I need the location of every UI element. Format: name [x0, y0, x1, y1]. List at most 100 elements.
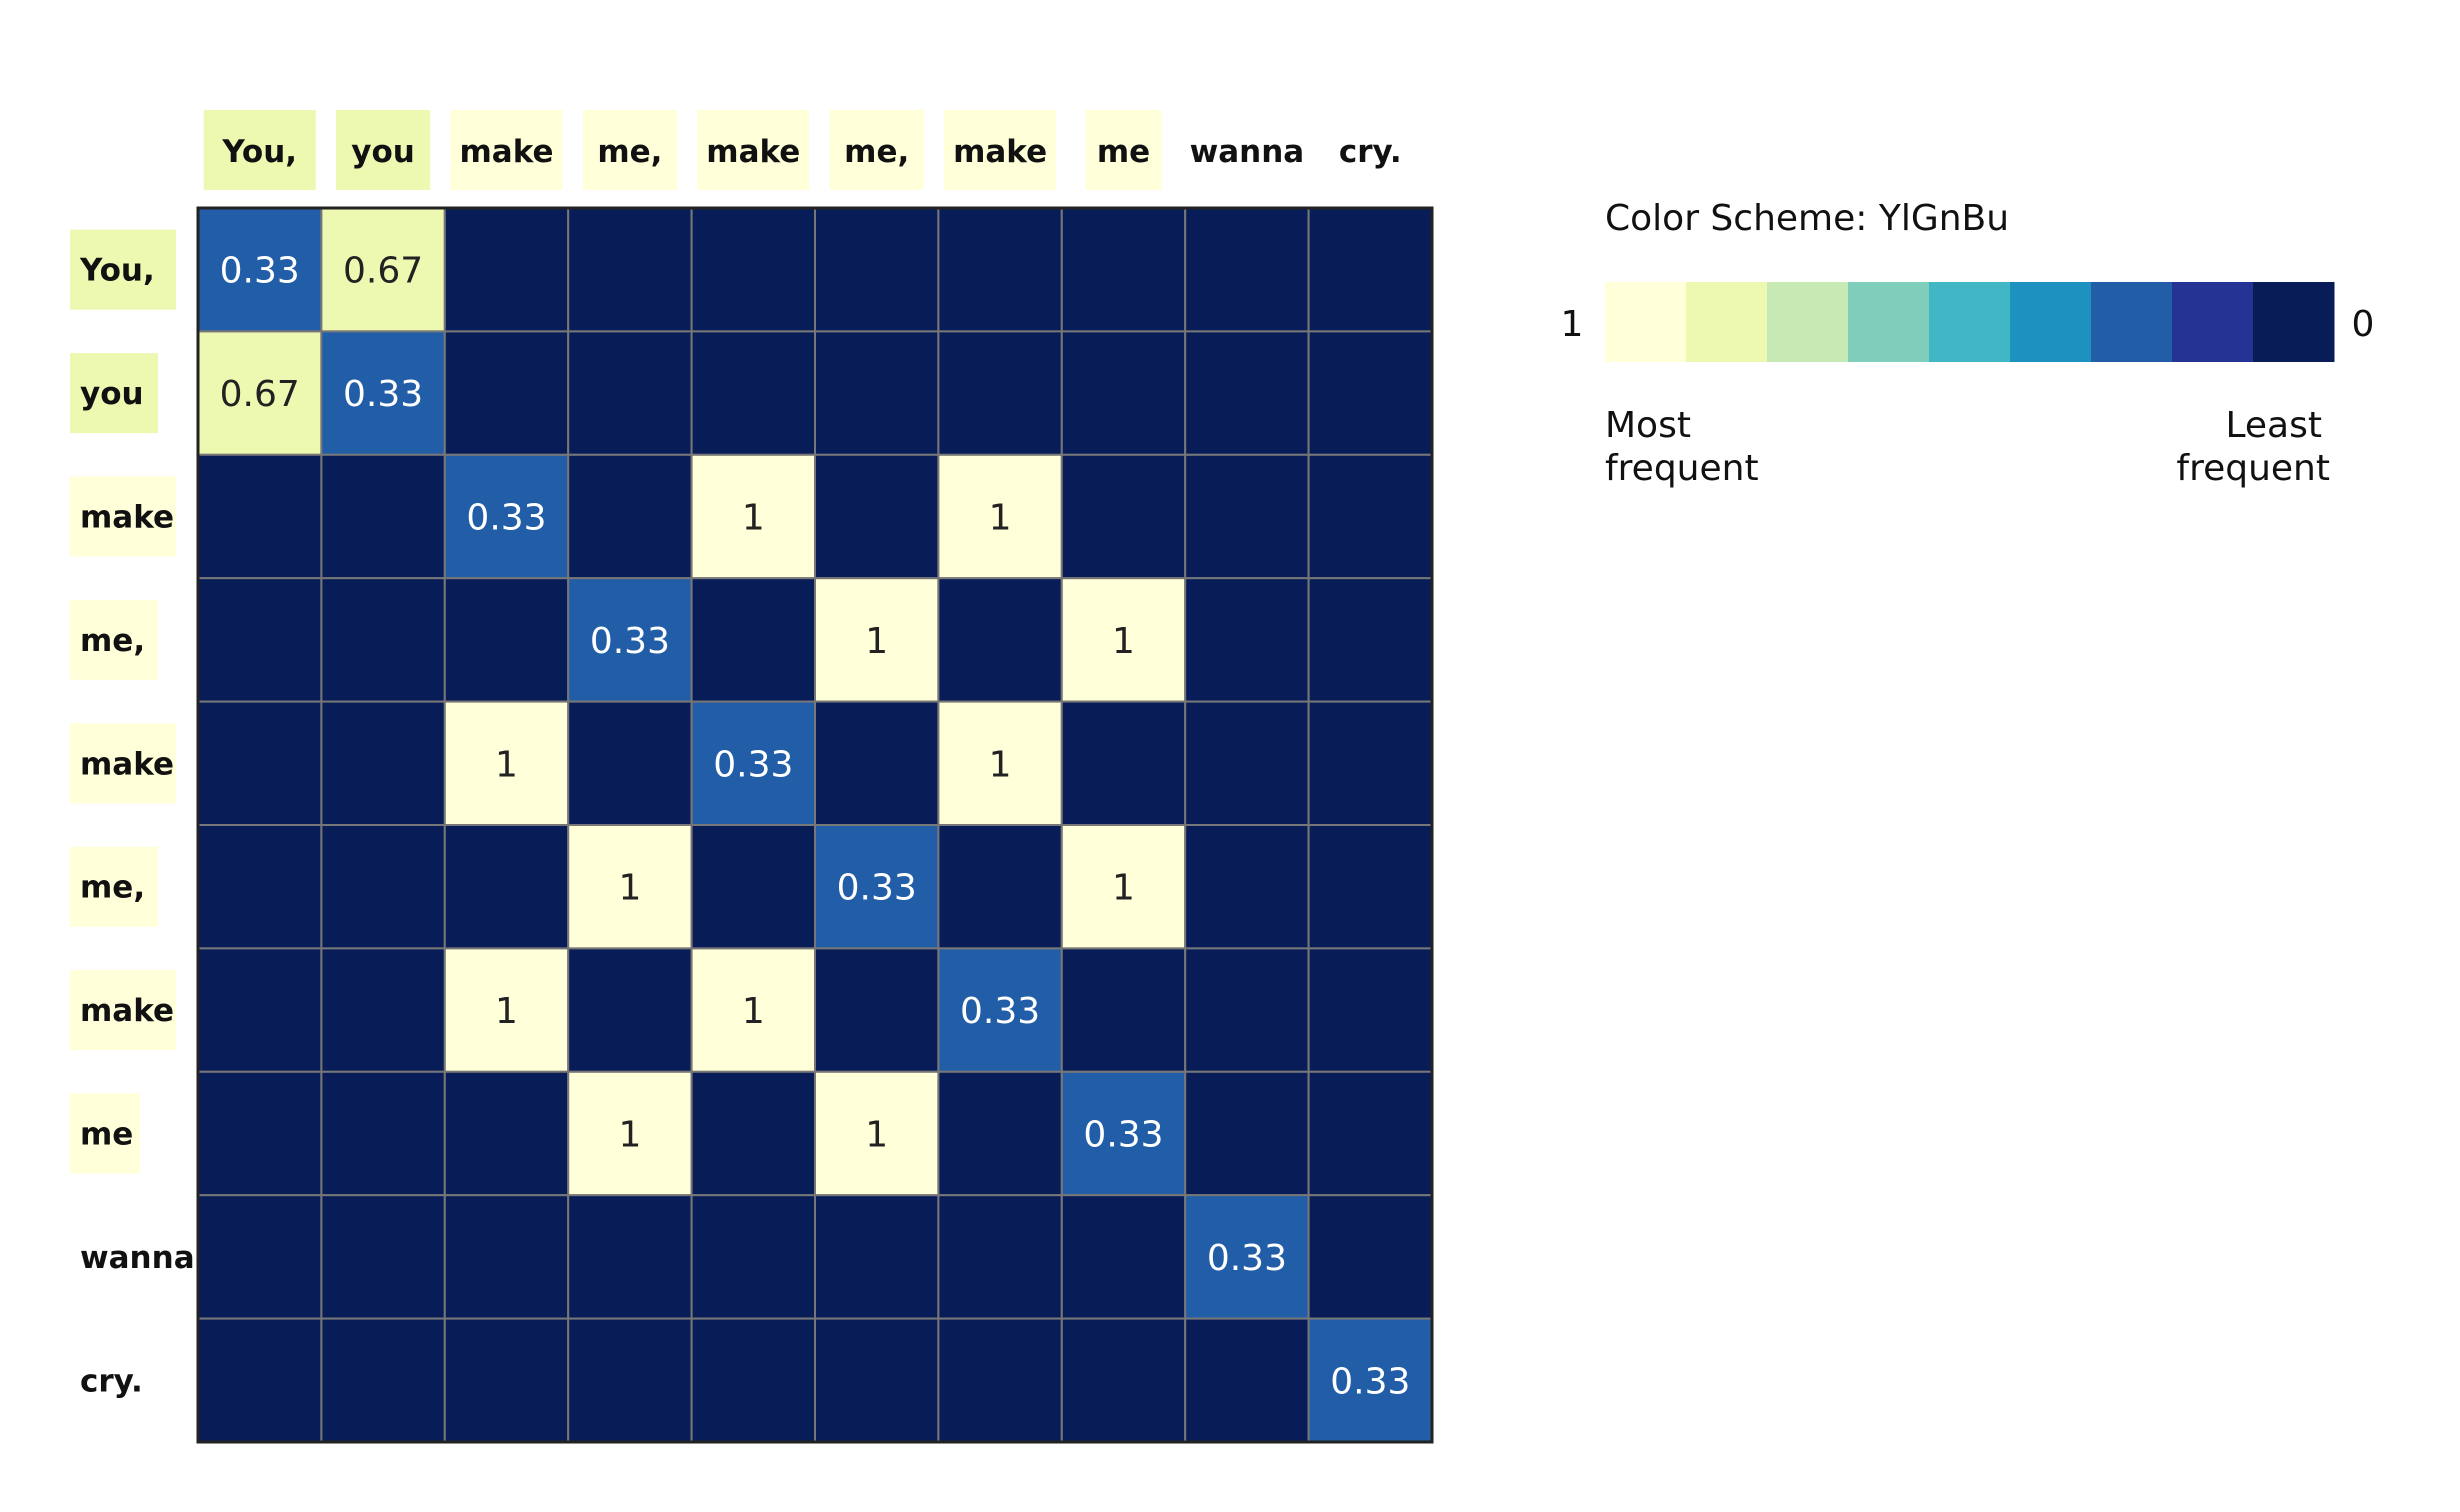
column-label-4: make [697, 110, 810, 190]
heatmap-cell-r3-c5 [814, 577, 940, 703]
heatmap-cell-r2-c4 [690, 453, 816, 580]
heatmap-cell-r1-c7 [1060, 330, 1187, 456]
heatmap-cell-r9-c3 [567, 1317, 693, 1443]
legend-most-line2: frequent [1605, 448, 1759, 489]
heatmap-cell-r2-c0 [197, 453, 323, 580]
heatmap-cell-r1-c6 [937, 330, 1063, 456]
cell-label-r1-c0: 0.67 [220, 374, 300, 415]
heatmap-cell-r6-c2 [443, 947, 570, 1073]
column-label-highlight-4 [697, 110, 810, 190]
legend-swatch-0 [1605, 282, 1687, 362]
heatmap-cell-r2-c6 [937, 453, 1063, 580]
heatmap-cell-r2-c5 [814, 453, 940, 580]
heatmap-cell-r5-c7 [1060, 824, 1187, 950]
heatmap-cell-r6-c0 [197, 947, 323, 1073]
heatmap-cell-r3-c6 [937, 577, 1063, 703]
heatmap-cell-r5-c4 [690, 824, 816, 950]
heatmap-cell-r1-c2 [443, 330, 570, 456]
heatmap-cell-r4-c0 [197, 700, 323, 826]
heatmap-cell-r5-c3 [567, 824, 693, 950]
heatmap-cell-r8-c9 [1307, 1194, 1433, 1320]
cell-label-r2-c4: 1 [742, 498, 765, 539]
column-label-text-0: You, [221, 134, 297, 170]
column-label-1: you [336, 110, 431, 190]
row-label-highlight-0 [70, 229, 176, 310]
legend-swatch-7 [2172, 282, 2254, 362]
heatmap-cell-r7-c6 [937, 1070, 1063, 1197]
cell-label-r7-c7: 0.33 [1083, 1115, 1163, 1156]
heatmap-cell-r0-c4 [690, 207, 816, 333]
column-label-7: me [1085, 110, 1162, 190]
heatmap-cell-r4-c6 [937, 700, 1063, 826]
cell-label-r3-c7: 1 [1112, 621, 1135, 662]
heatmap-cell-r6-c7 [1060, 947, 1187, 1073]
legend-swatch-1 [1686, 282, 1768, 362]
row-label-7: me [70, 1093, 140, 1174]
row-label-text-3: me, [80, 623, 145, 659]
row-label-text-0: You, [79, 253, 155, 289]
heatmap-cell-r7-c5 [814, 1070, 940, 1197]
heatmap-cell-r2-c7 [1060, 453, 1187, 580]
column-label-text-7: me [1097, 134, 1150, 170]
heatmap-cell-r7-c0 [197, 1070, 323, 1197]
color-legend: Color Scheme: YlGnBu 1 0 Most frequent L… [1561, 198, 2375, 489]
heatmap-cell-r1-c1 [320, 330, 446, 456]
heatmap-cell-r1-c4 [690, 330, 816, 456]
column-label-2: make [450, 110, 563, 190]
column-label-9: cry. [1339, 134, 1402, 170]
column-label-3: me, [582, 110, 677, 190]
heatmap-cell-r7-c3 [567, 1070, 693, 1197]
heatmap-cell-r9-c1 [320, 1317, 446, 1443]
heatmap-cell-r9-c8 [1184, 1317, 1310, 1443]
heatmap-cell-r6-c4 [690, 947, 816, 1073]
heatmap-cell-r0-c5 [814, 207, 940, 333]
cell-label-r4-c2: 1 [495, 744, 518, 785]
row-label-highlight-6 [70, 970, 176, 1051]
heatmap-cell-r3-c2 [443, 577, 570, 703]
column-label-text-8: wanna [1190, 134, 1305, 170]
row-label-5: me, [70, 846, 158, 927]
legend-swatch-3 [1848, 282, 1930, 362]
heatmap-cell-r0-c0 [197, 207, 323, 333]
cell-label-r3-c3: 0.33 [590, 621, 670, 662]
row-label-text-4: make [80, 746, 174, 782]
heatmap-cell-r1-c8 [1184, 330, 1310, 456]
row-label-8: wanna [80, 1240, 195, 1276]
legend-max-label: 1 [1561, 304, 1584, 345]
heatmap-cell-r4-c7 [1060, 700, 1187, 826]
heatmap-cell-r6-c5 [814, 947, 940, 1073]
heatmap-cell-r8-c4 [690, 1194, 816, 1320]
heatmap-cell-r3-c9 [1307, 577, 1433, 703]
column-label-highlight-7 [1085, 110, 1162, 190]
row-label-highlight-1 [70, 353, 158, 434]
cell-label-r6-c6: 0.33 [960, 991, 1040, 1032]
cell-label-r2-c2: 0.33 [466, 498, 546, 539]
column-label-text-4: make [706, 134, 800, 170]
column-label-highlight-1 [336, 110, 431, 190]
row-label-1: you [70, 353, 158, 434]
row-label-text-2: make [80, 500, 174, 536]
heatmap-cell-r2-c2 [443, 453, 570, 580]
heatmap-cell-r3-c0 [197, 577, 323, 703]
legend-swatch-4 [1929, 282, 2011, 362]
column-label-highlight-0 [203, 110, 316, 190]
legend-swatch-6 [2091, 282, 2173, 362]
heatmap-cell-r0-c3 [567, 207, 693, 333]
cell-label-r5-c7: 1 [1112, 868, 1135, 909]
heatmap-cell-r8-c6 [937, 1194, 1063, 1320]
heatmap-cell-r6-c8 [1184, 947, 1310, 1073]
cell-label-r0-c1: 0.67 [343, 251, 423, 292]
heatmap-cell-r7-c8 [1184, 1070, 1310, 1197]
heatmap-cell-r1-c3 [567, 330, 693, 456]
heatmap-cell-r4-c5 [814, 700, 940, 826]
heatmap-cell-r5-c6 [937, 824, 1063, 950]
cell-label-r1-c1: 0.33 [343, 374, 423, 415]
heatmap-cell-r7-c7 [1060, 1070, 1187, 1197]
row-label-highlight-7 [70, 1093, 140, 1174]
heatmap-cell-r1-c5 [814, 330, 940, 456]
legend-min-label: 0 [2352, 304, 2375, 345]
heatmap-cell-r9-c0 [197, 1317, 323, 1443]
row-label-text-5: me, [80, 870, 145, 906]
row-label-9: cry. [80, 1363, 143, 1399]
